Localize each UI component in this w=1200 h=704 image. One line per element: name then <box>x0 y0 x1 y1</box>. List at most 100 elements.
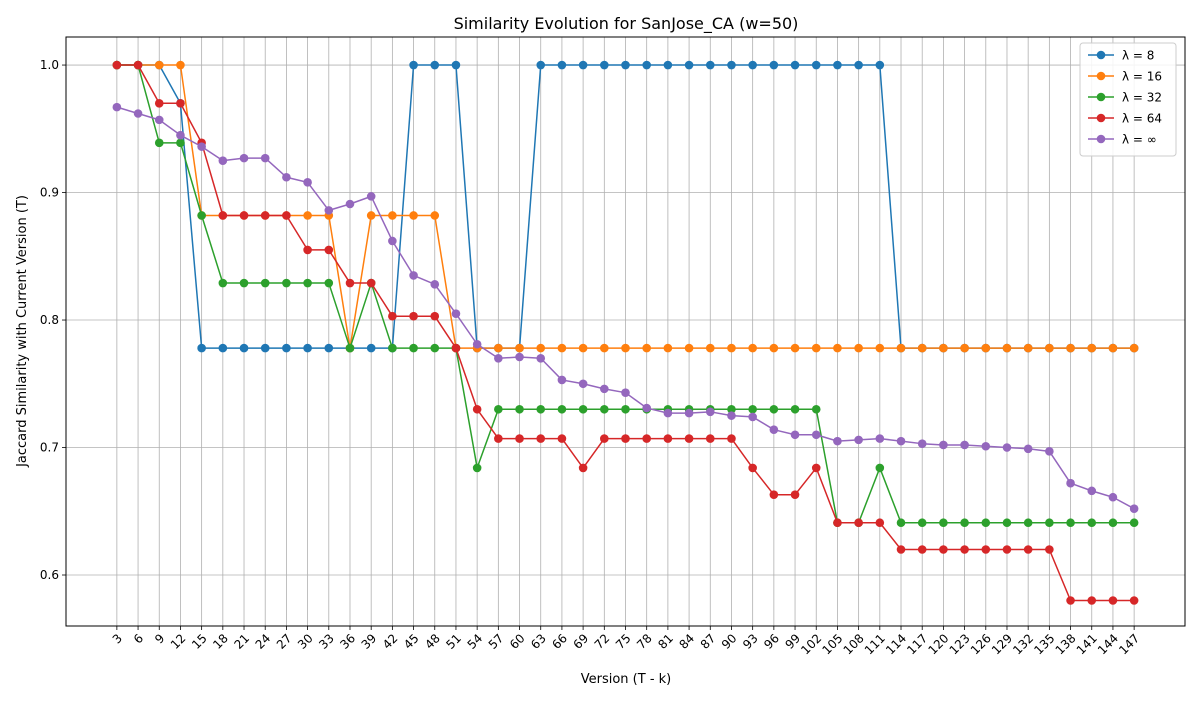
data-point <box>303 245 312 255</box>
data-point <box>960 440 969 450</box>
data-point <box>684 434 694 443</box>
data-point <box>239 153 249 163</box>
data-point <box>833 343 842 353</box>
data-point <box>642 343 651 353</box>
legend-label: λ = 8 <box>1122 49 1154 63</box>
data-point <box>366 192 376 201</box>
data-point <box>176 60 185 70</box>
data-point <box>600 404 609 414</box>
data-point <box>409 60 418 70</box>
data-point <box>409 311 418 321</box>
data-point <box>875 343 885 353</box>
y-tick-label: 0.6 <box>40 568 59 582</box>
data-point <box>939 545 948 554</box>
data-point <box>939 518 948 528</box>
data-point <box>260 153 270 163</box>
data-point <box>218 278 228 288</box>
data-point <box>218 343 228 353</box>
data-point <box>1066 596 1075 605</box>
data-point <box>303 178 312 187</box>
data-point <box>197 142 206 151</box>
data-point <box>578 404 588 414</box>
data-point <box>218 156 228 165</box>
data-point <box>642 434 651 443</box>
data-point <box>557 343 567 353</box>
data-point <box>494 404 503 414</box>
data-point <box>769 404 779 414</box>
data-point <box>1087 343 1097 353</box>
data-point <box>854 518 863 528</box>
data-point <box>430 60 440 70</box>
data-point <box>1045 447 1054 456</box>
data-point <box>409 211 418 220</box>
data-point <box>239 343 249 353</box>
data-point <box>536 343 546 353</box>
data-point <box>345 199 355 209</box>
legend-label: λ = 64 <box>1122 112 1162 126</box>
series-group <box>112 102 1139 514</box>
data-point <box>303 278 312 288</box>
data-point <box>600 384 609 394</box>
data-point <box>769 490 779 499</box>
data-point <box>727 404 736 414</box>
data-point <box>472 463 482 473</box>
data-point <box>1129 518 1139 528</box>
data-point <box>218 211 228 220</box>
legend-box <box>1079 42 1177 157</box>
data-point <box>790 490 800 499</box>
data-point <box>536 353 546 363</box>
data-point <box>366 211 376 220</box>
data-point <box>557 375 567 385</box>
data-point <box>790 343 800 353</box>
data-point <box>960 518 969 528</box>
data-point <box>642 60 651 70</box>
data-point <box>515 343 524 353</box>
data-point <box>917 439 927 448</box>
data-point <box>960 343 969 353</box>
data-point <box>345 343 355 353</box>
data-point <box>790 430 800 440</box>
data-point <box>578 60 588 70</box>
data-point <box>324 206 334 215</box>
data-point <box>133 60 143 70</box>
data-point <box>324 343 334 353</box>
data-point <box>1066 478 1075 488</box>
data-point <box>1087 596 1097 605</box>
data-point <box>981 441 991 451</box>
data-point <box>557 404 567 414</box>
data-point <box>705 434 715 443</box>
data-point <box>388 343 397 353</box>
data-point <box>430 280 440 289</box>
data-point <box>133 109 143 118</box>
data-point <box>1066 518 1075 528</box>
data-point <box>260 343 270 353</box>
data-point <box>663 408 673 418</box>
data-point <box>833 436 842 446</box>
data-point <box>578 463 588 473</box>
data-point <box>578 379 588 389</box>
data-point <box>1045 545 1054 554</box>
series-layer <box>112 60 1139 605</box>
data-point <box>515 404 524 414</box>
data-point <box>1023 545 1033 554</box>
data-point <box>727 60 736 70</box>
data-point <box>557 60 567 70</box>
data-point <box>939 343 948 353</box>
data-point <box>472 404 482 414</box>
legend: λ = 8 λ = 16 λ = 32 λ = 64 λ = ∞ <box>1079 42 1177 157</box>
data-point <box>727 434 736 443</box>
data-point <box>472 339 482 349</box>
data-point <box>388 211 397 220</box>
y-tick-label: 1.0 <box>40 58 59 72</box>
data-point <box>303 211 312 220</box>
data-point <box>621 60 630 70</box>
data-point <box>515 352 524 362</box>
data-point <box>663 434 673 443</box>
data-point <box>896 518 906 528</box>
y-tick-label: 0.9 <box>40 186 59 200</box>
data-point <box>494 353 503 363</box>
data-point <box>536 434 546 443</box>
data-point <box>917 545 927 554</box>
data-point <box>536 404 546 414</box>
